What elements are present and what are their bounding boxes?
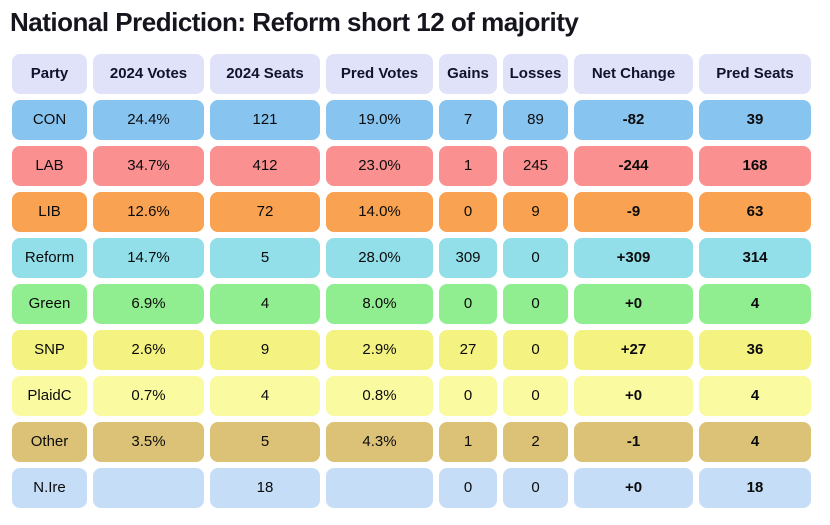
seats-2024-cell: 72: [210, 191, 320, 232]
column-header-net-change: Net Change: [574, 53, 693, 94]
party-cell: LAB: [12, 145, 87, 186]
votes-2024-cell: 2.6%: [93, 329, 204, 370]
losses-cell: 89: [503, 99, 568, 140]
pred-votes-cell: 28.0%: [326, 237, 433, 278]
pred-votes-cell: [326, 467, 433, 508]
prediction-page: National Prediction: Reform short 12 of …: [10, 7, 830, 508]
seats-2024-cell: 412: [210, 145, 320, 186]
votes-2024-cell: 24.4%: [93, 99, 204, 140]
net-change-cell: -1: [574, 421, 693, 462]
table-row: LAB 34.7% 412 23.0% 1 245 -244 168: [12, 145, 830, 186]
gains-cell: 0: [439, 191, 497, 232]
gains-cell: 309: [439, 237, 497, 278]
votes-2024-cell: [93, 467, 204, 508]
gains-cell: 0: [439, 375, 497, 416]
losses-cell: 0: [503, 467, 568, 508]
pred-seats-cell: 168: [699, 145, 811, 186]
gains-cell: 1: [439, 421, 497, 462]
net-change-cell: -244: [574, 145, 693, 186]
table-row: LIB 12.6% 72 14.0% 0 9 -9 63: [12, 191, 830, 232]
seats-2024-cell: 4: [210, 375, 320, 416]
column-header-2024-votes: 2024 Votes: [93, 53, 204, 94]
losses-cell: 0: [503, 375, 568, 416]
table-row: Reform 14.7% 5 28.0% 309 0 +309 314: [12, 237, 830, 278]
column-header-pred-votes: Pred Votes: [326, 53, 433, 94]
pred-seats-cell: 4: [699, 283, 811, 324]
pred-votes-cell: 0.8%: [326, 375, 433, 416]
pred-seats-cell: 39: [699, 99, 811, 140]
prediction-table: Party 2024 Votes 2024 Seats Pred Votes G…: [10, 53, 830, 508]
votes-2024-cell: 34.7%: [93, 145, 204, 186]
seats-2024-cell: 18: [210, 467, 320, 508]
seats-2024-cell: 4: [210, 283, 320, 324]
pred-seats-cell: 36: [699, 329, 811, 370]
table-row: PlaidC 0.7% 4 0.8% 0 0 +0 4: [12, 375, 830, 416]
table-row: CON 24.4% 121 19.0% 7 89 -82 39: [12, 99, 830, 140]
party-cell: Green: [12, 283, 87, 324]
party-cell: N.Ire: [12, 467, 87, 508]
party-cell: PlaidC: [12, 375, 87, 416]
party-cell: Other: [12, 421, 87, 462]
losses-cell: 0: [503, 237, 568, 278]
net-change-cell: -82: [574, 99, 693, 140]
column-header-losses: Losses: [503, 53, 568, 94]
losses-cell: 0: [503, 329, 568, 370]
net-change-cell: +0: [574, 283, 693, 324]
net-change-cell: -9: [574, 191, 693, 232]
pred-votes-cell: 8.0%: [326, 283, 433, 324]
column-header-party: Party: [12, 53, 87, 94]
gains-cell: 1: [439, 145, 497, 186]
pred-seats-cell: 18: [699, 467, 811, 508]
gains-cell: 27: [439, 329, 497, 370]
gains-cell: 7: [439, 99, 497, 140]
table-body: CON 24.4% 121 19.0% 7 89 -82 39 LAB 34.7…: [12, 99, 830, 508]
votes-2024-cell: 3.5%: [93, 421, 204, 462]
net-change-cell: +0: [574, 375, 693, 416]
votes-2024-cell: 0.7%: [93, 375, 204, 416]
pred-votes-cell: 2.9%: [326, 329, 433, 370]
party-cell: Reform: [12, 237, 87, 278]
votes-2024-cell: 6.9%: [93, 283, 204, 324]
seats-2024-cell: 9: [210, 329, 320, 370]
losses-cell: 2: [503, 421, 568, 462]
party-cell: SNP: [12, 329, 87, 370]
party-cell: CON: [12, 99, 87, 140]
column-header-pred-seats: Pred Seats: [699, 53, 811, 94]
page-title: National Prediction: Reform short 12 of …: [10, 7, 579, 37]
column-header-gains: Gains: [439, 53, 497, 94]
table-row: Other 3.5% 5 4.3% 1 2 -1 4: [12, 421, 830, 462]
votes-2024-cell: 14.7%: [93, 237, 204, 278]
party-cell: LIB: [12, 191, 87, 232]
table-row: Green 6.9% 4 8.0% 0 0 +0 4: [12, 283, 830, 324]
losses-cell: 0: [503, 283, 568, 324]
votes-2024-cell: 12.6%: [93, 191, 204, 232]
seats-2024-cell: 5: [210, 421, 320, 462]
net-change-cell: +27: [574, 329, 693, 370]
pred-seats-cell: 4: [699, 375, 811, 416]
losses-cell: 245: [503, 145, 568, 186]
losses-cell: 9: [503, 191, 568, 232]
table-row: SNP 2.6% 9 2.9% 27 0 +27 36: [12, 329, 830, 370]
table-header-row: Party 2024 Votes 2024 Seats Pred Votes G…: [12, 53, 830, 94]
net-change-cell: +309: [574, 237, 693, 278]
table-row: N.Ire 18 0 0 +0 18: [12, 467, 830, 508]
seats-2024-cell: 121: [210, 99, 320, 140]
pred-votes-cell: 19.0%: [326, 99, 433, 140]
gains-cell: 0: [439, 283, 497, 324]
seats-2024-cell: 5: [210, 237, 320, 278]
pred-seats-cell: 314: [699, 237, 811, 278]
column-header-2024-seats: 2024 Seats: [210, 53, 320, 94]
pred-votes-cell: 14.0%: [326, 191, 433, 232]
pred-seats-cell: 63: [699, 191, 811, 232]
gains-cell: 0: [439, 467, 497, 508]
pred-seats-cell: 4: [699, 421, 811, 462]
pred-votes-cell: 23.0%: [326, 145, 433, 186]
net-change-cell: +0: [574, 467, 693, 508]
pred-votes-cell: 4.3%: [326, 421, 433, 462]
